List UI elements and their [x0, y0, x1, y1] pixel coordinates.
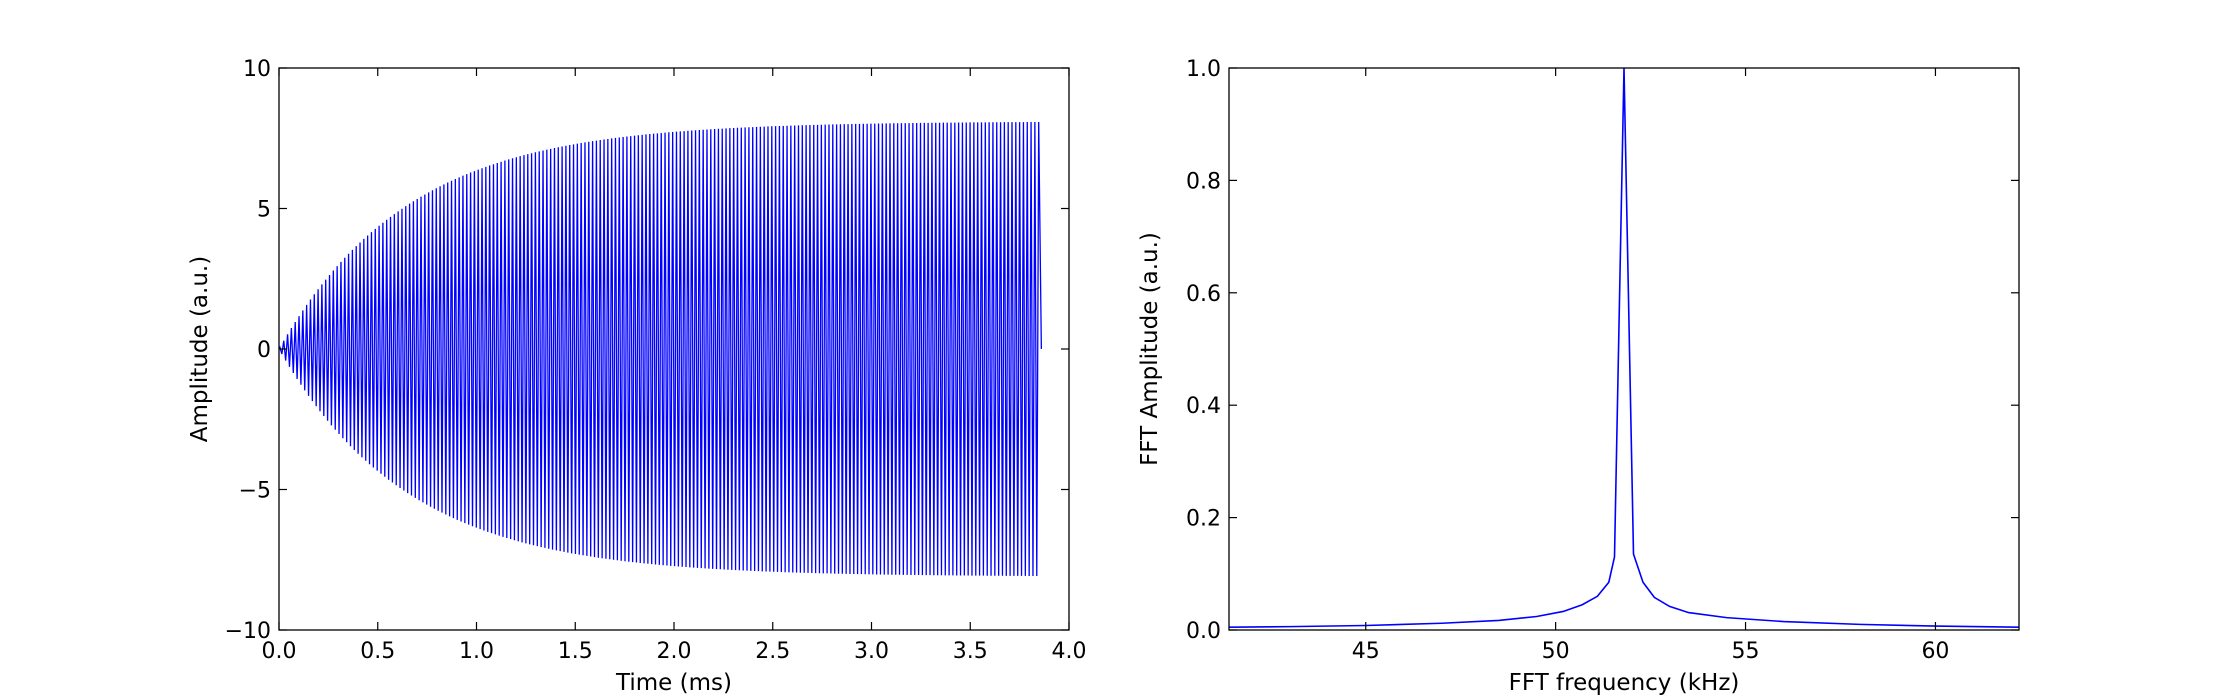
fft-plot-frame: [1228, 67, 2020, 631]
time-x-tick-label: 2.0: [657, 639, 692, 664]
time-x-tick-label: 1.0: [459, 639, 494, 664]
fft-y-axis-label: FFT Amplitude (a.u.): [1137, 232, 1163, 466]
time-signal-line: [278, 121, 1042, 576]
fft-y-tick-label: 0.8: [1186, 169, 1221, 194]
fft-y-tick-label: 0.4: [1186, 394, 1221, 419]
fft-y-tick-label: 0.0: [1186, 619, 1221, 644]
time-y-tick-label: 5: [257, 198, 271, 223]
fft-x-tick-label: 60: [1921, 639, 1949, 664]
time-y-axis-label: Amplitude (a.u.): [187, 256, 213, 442]
time-x-tick-label: 2.5: [755, 639, 790, 664]
fft-chart: 45 50 55 60 0.0 0.2 0.4 0.6 0.8 1.0 FFT frequency…: [1137, 57, 2020, 696]
fft-y-tick-label: 0.6: [1186, 282, 1221, 307]
time-x-tick-label: 1.5: [558, 639, 593, 664]
time-x-tick-label: 4.0: [1052, 639, 1087, 664]
time-domain-chart: 0.0 0.5 1.0 1.5 2.0 2.5 3.0 3.5 4.0 −10 −5 0 5 10 Tim…: [187, 57, 1087, 696]
fft-spectrum-line: [1228, 67, 2020, 628]
fft-y-tick-label: 1.0: [1186, 57, 1221, 82]
time-plot-ticks: 0.0 0.5 1.0 1.5 2.0 2.5 3.0 3.5 4.0 −10 −5 0 5 10: [225, 57, 1087, 664]
time-y-tick-label: 10: [243, 57, 271, 82]
time-y-tick-label: −10: [225, 619, 271, 644]
time-x-axis-label: Time (ms): [615, 670, 732, 696]
time-x-tick-label: 0.0: [262, 639, 297, 664]
fft-y-tick-label: 0.2: [1186, 507, 1221, 532]
fft-x-tick-label: 50: [1542, 639, 1570, 664]
fft-x-axis-label: FFT frequency (kHz): [1509, 670, 1740, 696]
time-x-tick-label: 0.5: [360, 639, 395, 664]
time-x-tick-label: 3.5: [953, 639, 988, 664]
time-y-tick-label: 0: [257, 338, 271, 363]
time-y-tick-label: −5: [239, 479, 271, 504]
fft-plot-ticks: 45 50 55 60 0.0 0.2 0.4 0.6 0.8 1.0: [1186, 57, 2019, 664]
time-x-tick-label: 3.0: [854, 639, 889, 664]
fft-x-tick-label: 45: [1352, 639, 1380, 664]
fft-x-tick-label: 55: [1732, 639, 1760, 664]
